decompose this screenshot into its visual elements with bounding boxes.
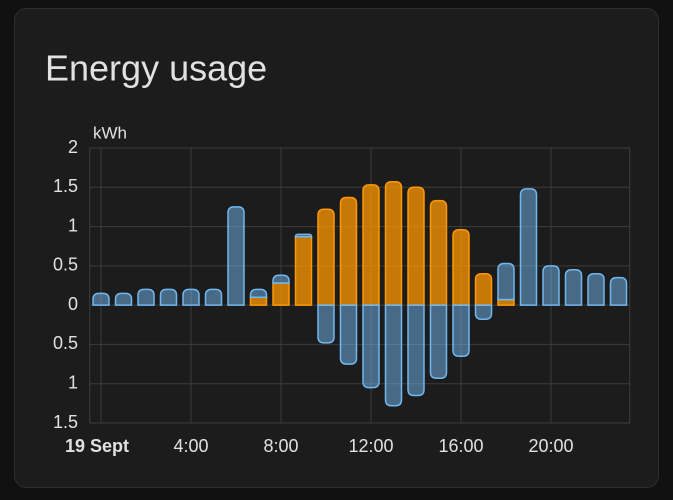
y-tick-label: 0.5 [53, 333, 78, 353]
bar [249, 288, 268, 299]
bar [362, 304, 380, 389]
bar [182, 288, 200, 306]
bar [474, 304, 493, 321]
bar [452, 228, 470, 306]
bar [317, 304, 335, 344]
x-tick-label: 12:00 [348, 436, 393, 456]
bar [452, 304, 470, 357]
y-tick-label: 2 [68, 137, 78, 157]
x-tick-label: 8:00 [263, 436, 298, 456]
bar [407, 186, 425, 306]
bar [362, 184, 380, 306]
bar [317, 208, 335, 306]
bar [542, 265, 560, 306]
bar [114, 292, 133, 306]
bar [159, 288, 178, 306]
bar [497, 298, 515, 306]
card [14, 8, 659, 488]
bar [204, 288, 223, 306]
y-tick-label: 1.5 [53, 412, 78, 432]
bar [429, 304, 448, 379]
bar [227, 206, 245, 306]
bar [429, 199, 448, 306]
bar [384, 181, 403, 306]
x-tick-label: 4:00 [173, 436, 208, 456]
y-tick-label: 1 [68, 215, 78, 235]
x-tick-label: 19 Sept [65, 436, 129, 456]
y-tick-label: 0.5 [53, 255, 78, 275]
bar [294, 233, 313, 238]
bar [384, 304, 403, 407]
y-tick-label: 1 [68, 372, 78, 392]
bar [249, 296, 268, 306]
bar [339, 304, 358, 365]
y-tick-label: 0 [68, 294, 78, 314]
bar [609, 276, 628, 306]
bar [294, 236, 313, 306]
bar [587, 272, 605, 306]
bar [474, 272, 493, 306]
x-tick-label: 20:00 [528, 436, 573, 456]
bar [92, 292, 110, 306]
chart-title: Energy usage [45, 48, 267, 89]
bar [137, 288, 155, 306]
bar [519, 188, 538, 306]
bar [497, 262, 515, 301]
x-tick-label: 16:00 [438, 436, 483, 456]
bar [564, 269, 583, 306]
bar [272, 282, 290, 306]
bar [272, 274, 290, 284]
bar [407, 304, 425, 397]
bar [339, 196, 358, 306]
y-tick-label: 1.5 [53, 176, 78, 196]
y-axis-label: kWh [93, 123, 127, 142]
